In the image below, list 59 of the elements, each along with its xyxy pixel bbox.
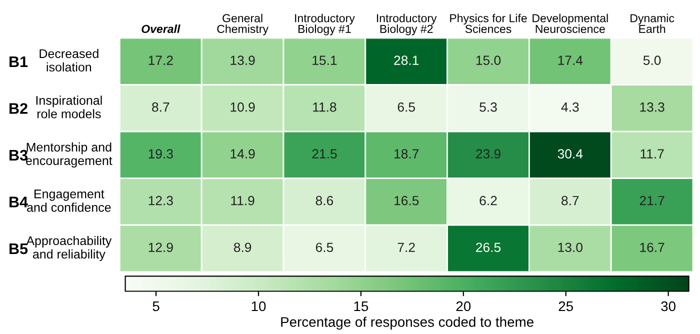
data-label: 5.0	[643, 56, 661, 65]
y-tick-label: B3	[10, 150, 28, 161]
data-label: 16.7	[640, 242, 664, 252]
data-label: 23.9	[476, 149, 500, 159]
color-bar-title: Percentage of responses coded to theme	[281, 316, 534, 330]
data-label: 7.2	[398, 242, 415, 252]
data-label: 13.9	[230, 56, 255, 65]
x-tick-label: Introductory Biology #2	[376, 14, 437, 36]
data-label: 13.3	[640, 102, 664, 112]
data-label: 28.1	[394, 56, 419, 65]
data-label: 10.9	[230, 102, 255, 112]
y-tick-label: B2	[10, 103, 28, 114]
data-label: 8.7	[562, 196, 579, 206]
y2-tick-label: Mentorship and encouragement	[26, 142, 112, 168]
data-label: 6.2	[480, 196, 497, 206]
x-tick-label: Physics for Life Sciences	[450, 14, 527, 34]
y-tick-label: B4	[10, 196, 28, 208]
color-bar-label: 30	[661, 301, 676, 312]
data-label: 14.9	[230, 149, 255, 159]
x-tick-label: General Chemistry	[217, 14, 268, 36]
data-label: 19.3	[148, 149, 173, 159]
y-tick-label: B1	[10, 56, 28, 67]
x-tick-label: Developmental Neuroscience	[532, 14, 608, 34]
color-bar-label: 20	[456, 301, 471, 312]
y2-tick-label: Approachability and reliability	[26, 236, 112, 262]
data-label: 8.9	[234, 242, 252, 252]
data-label: 16.5	[394, 196, 419, 206]
data-label: 12.9	[148, 242, 173, 252]
data-label: 17.4	[558, 56, 583, 65]
y2-tick-label: Decreased isolation	[40, 48, 98, 72]
data-label: 11.7	[640, 149, 664, 158]
data-label: 21.5	[312, 149, 337, 159]
data-label: 21.7	[640, 196, 664, 206]
data-label: 11.8	[313, 102, 336, 112]
color-bar-label: 25	[558, 301, 573, 312]
y-tick-label: B5	[10, 244, 28, 254]
data-label: 8.7	[152, 102, 170, 112]
data-label: 6.5	[398, 102, 415, 112]
data-label: 8.6	[316, 196, 334, 206]
data-label: 26.5	[476, 242, 501, 252]
color-bar-label: 10	[252, 301, 266, 312]
data-label: 13.0	[558, 242, 582, 252]
x-tick-label: Introductory Biology #1	[295, 14, 355, 36]
x-tick-label: Overall	[142, 24, 180, 34]
y2-tick-label: Inspirational role models	[36, 96, 102, 118]
data-label: 5.3	[480, 102, 497, 112]
color-bar-label: 15	[354, 301, 368, 312]
x-tick-label: Dynamic Earth	[630, 14, 674, 34]
data-label: 18.7	[394, 149, 419, 159]
data-label: 12.3	[148, 196, 173, 206]
data-label: 15.1	[312, 56, 337, 65]
data-label: 17.2	[148, 56, 173, 65]
data-label: 15.0	[476, 56, 501, 65]
y2-tick-label: Engagement and confidence	[27, 190, 111, 212]
data-label: 6.5	[316, 242, 334, 252]
data-label: 11.9	[231, 196, 254, 206]
data-label: 4.3	[561, 102, 579, 112]
color-bar-label: 5	[152, 301, 160, 312]
data-label: 30.4	[558, 149, 583, 159]
